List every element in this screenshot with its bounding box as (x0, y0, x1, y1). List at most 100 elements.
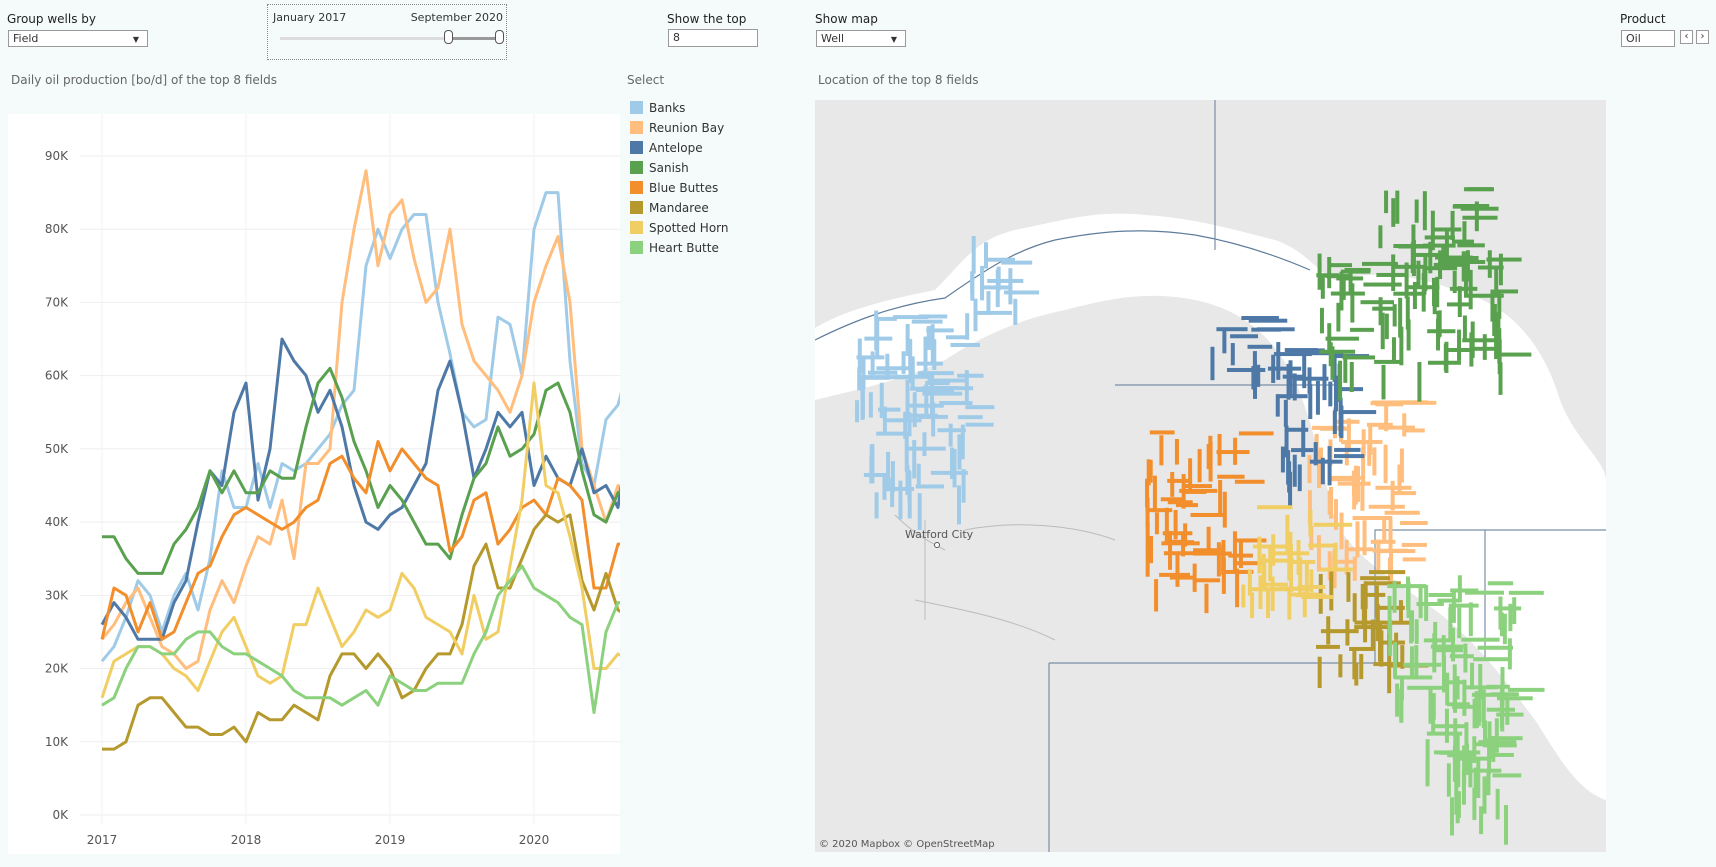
well-mark-heart-butte[interactable] (1472, 736, 1477, 764)
well-mark-banks[interactable] (895, 374, 935, 379)
well-mark-banks[interactable] (904, 434, 909, 472)
well-mark-blue-buttes[interactable] (1148, 459, 1153, 483)
well-mark-blue-buttes[interactable] (1238, 539, 1243, 569)
well-mark-mandaree[interactable] (1361, 589, 1366, 628)
well-mark-heart-butte[interactable] (1464, 722, 1469, 751)
well-mark-sanish[interactable] (1424, 266, 1458, 271)
slider-end-handle[interactable] (495, 30, 504, 44)
series-line-reunion-bay[interactable] (100, 169, 620, 670)
well-mark-sanish[interactable] (1392, 304, 1397, 327)
well-mark-sanish[interactable] (1452, 270, 1457, 294)
well-mark-heart-butte[interactable] (1493, 606, 1522, 611)
well-mark-heart-butte[interactable] (1476, 759, 1481, 798)
well-mark-sanish[interactable] (1494, 324, 1499, 360)
well-mark-heart-butte[interactable] (1452, 746, 1457, 782)
well-mark-blue-buttes[interactable] (1145, 522, 1150, 549)
well-mark-sanish[interactable] (1494, 268, 1499, 295)
well-mark-spotted-horn[interactable] (1257, 536, 1262, 574)
well-mark-reunion-bay[interactable] (1368, 504, 1405, 509)
well-mark-sanish[interactable] (1422, 243, 1456, 248)
well-mark-antelope[interactable] (1339, 405, 1344, 438)
well-mark-spotted-horn[interactable] (1241, 584, 1246, 608)
well-mark-blue-buttes[interactable] (1188, 458, 1193, 493)
well-mark-mandaree[interactable] (1400, 645, 1405, 669)
well-mark-sanish[interactable] (1344, 267, 1371, 272)
well-mark-banks[interactable] (926, 328, 954, 333)
well-mark-heart-butte[interactable] (1494, 718, 1499, 753)
well-mark-blue-buttes[interactable] (1222, 491, 1227, 528)
well-mark-mandaree[interactable] (1316, 644, 1340, 649)
well-mark-blue-buttes[interactable] (1145, 547, 1150, 577)
well-mark-mandaree[interactable] (1364, 581, 1401, 586)
well-mark-heart-butte[interactable] (1435, 648, 1463, 653)
well-mark-blue-buttes[interactable] (1154, 579, 1159, 612)
well-mark-mandaree[interactable] (1360, 592, 1386, 597)
well-mark-sanish[interactable] (1395, 190, 1400, 224)
well-mark-heart-butte[interactable] (1432, 724, 1467, 729)
well-mark-antelope[interactable] (1222, 329, 1227, 354)
well-mark-mandaree[interactable] (1379, 640, 1405, 645)
well-mark-heart-butte[interactable] (1489, 743, 1517, 748)
legend-item-banks[interactable]: Banks (630, 101, 685, 117)
well-mark-sanish[interactable] (1361, 261, 1398, 266)
well-mark-banks[interactable] (961, 469, 966, 503)
well-mark-blue-buttes[interactable] (1167, 500, 1193, 505)
well-mark-sanish[interactable] (1374, 359, 1402, 364)
well-mark-banks[interactable] (885, 353, 890, 379)
well-mark-reunion-bay[interactable] (1309, 525, 1314, 551)
well-mark-heart-butte[interactable] (1416, 601, 1444, 606)
well-mark-reunion-bay[interactable] (1402, 413, 1407, 437)
well-mark-heart-butte[interactable] (1507, 638, 1512, 670)
well-mark-heart-butte[interactable] (1446, 763, 1451, 797)
well-mark-sanish[interactable] (1435, 276, 1440, 308)
well-mark-blue-buttes[interactable] (1174, 439, 1179, 465)
well-mark-heart-butte[interactable] (1482, 776, 1487, 814)
well-mark-reunion-bay[interactable] (1339, 512, 1344, 550)
well-mark-heart-butte[interactable] (1452, 704, 1477, 709)
well-mark-heart-butte[interactable] (1464, 590, 1504, 595)
well-mark-sanish[interactable] (1398, 297, 1403, 338)
well-mark-banks[interactable] (882, 473, 887, 500)
well-mark-banks[interactable] (901, 351, 906, 374)
well-mark-heart-butte[interactable] (1425, 739, 1430, 777)
well-mark-banks[interactable] (912, 392, 917, 428)
well-mark-heart-butte[interactable] (1496, 696, 1533, 701)
well-mark-banks[interactable] (987, 278, 1024, 283)
well-mark-reunion-bay[interactable] (1361, 429, 1366, 457)
well-mark-antelope[interactable] (1297, 464, 1302, 492)
well-mark-mandaree[interactable] (1345, 619, 1350, 646)
well-mark-banks[interactable] (886, 451, 891, 492)
well-mark-blue-buttes[interactable] (1221, 557, 1226, 594)
well-mark-sanish[interactable] (1462, 315, 1467, 342)
well-mark-blue-buttes[interactable] (1217, 474, 1245, 479)
well-mark-antelope[interactable] (1332, 410, 1337, 434)
well-mark-reunion-bay[interactable] (1307, 455, 1312, 484)
slider-track[interactable] (280, 37, 498, 40)
series-line-blue-buttes[interactable] (100, 440, 620, 641)
well-mark-sanish[interactable] (1341, 275, 1346, 300)
well-mark-blue-buttes[interactable] (1216, 450, 1250, 455)
well-mark-reunion-bay[interactable] (1391, 491, 1417, 496)
show-top-input[interactable]: 8 (668, 29, 758, 47)
well-mark-reunion-bay[interactable] (1402, 400, 1437, 405)
well-mark-spotted-horn[interactable] (1298, 557, 1303, 596)
well-mark-sanish[interactable] (1497, 289, 1502, 319)
well-mark-sanish[interactable] (1404, 262, 1409, 299)
well-mark-banks[interactable] (908, 356, 913, 384)
well-mark-spotted-horn[interactable] (1263, 582, 1289, 587)
well-mark-blue-buttes[interactable] (1192, 563, 1197, 592)
well-mark-sanish[interactable] (1457, 243, 1485, 248)
well-mark-antelope[interactable] (1320, 457, 1325, 485)
well-mark-banks[interactable] (882, 406, 887, 433)
well-mark-mandaree[interactable] (1346, 572, 1351, 602)
well-mark-blue-buttes[interactable] (1149, 536, 1154, 564)
well-mark-heart-butte[interactable] (1442, 656, 1447, 693)
well-mark-antelope[interactable] (1280, 446, 1285, 473)
well-mark-reunion-bay[interactable] (1346, 418, 1351, 452)
legend-item-blue-buttes[interactable]: Blue Buttes (630, 181, 718, 197)
well-mark-banks[interactable] (930, 338, 935, 364)
well-mark-blue-buttes[interactable] (1161, 541, 1200, 546)
well-mark-banks[interactable] (876, 366, 910, 371)
legend-item-antelope[interactable]: Antelope (630, 141, 703, 157)
well-mark-sanish[interactable] (1329, 263, 1353, 268)
